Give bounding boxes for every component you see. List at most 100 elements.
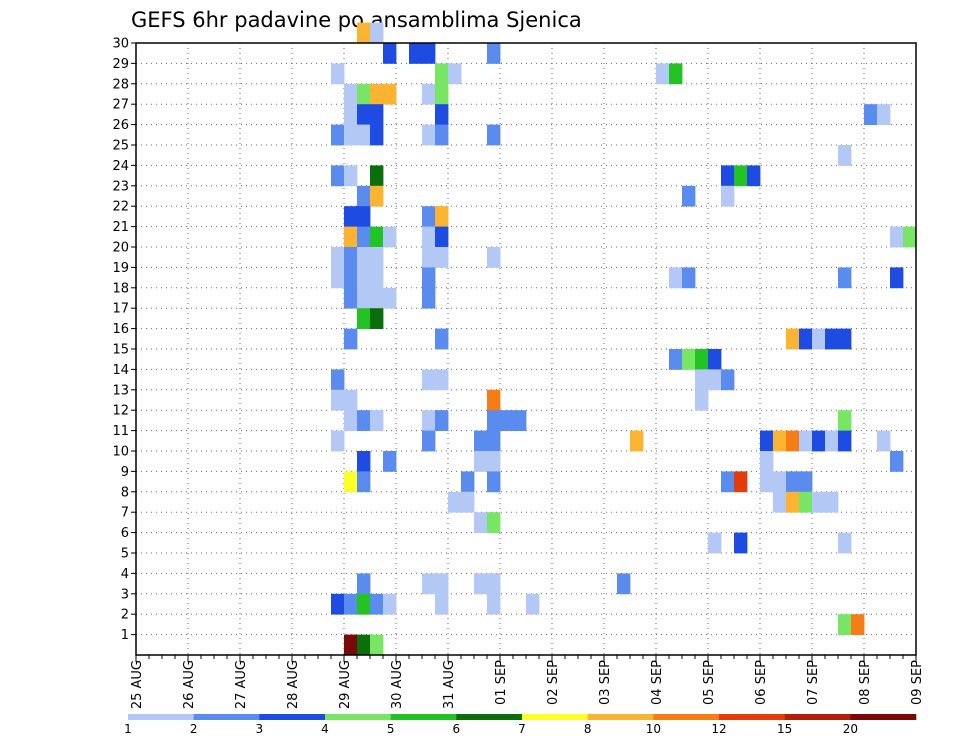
y-tick-label: 17 [112,302,129,317]
precip-cell [838,532,852,554]
precip-cell [422,206,436,227]
x-tick-label: 31 AUG [442,660,457,709]
precip-cell [513,410,527,431]
precip-cell [357,287,371,309]
precip-cell [370,124,384,146]
x-tick-label: 05 SEP [702,660,717,705]
y-axis-ticks: 1234567891011121314151617181920212223242… [112,37,136,643]
precip-cell [487,471,501,493]
precip-cell [786,430,800,452]
precip-cell [838,328,852,350]
precip-cell [487,389,501,411]
precip-cell [357,226,371,248]
x-tick-label: 06 SEP [754,660,769,705]
precip-cell [864,104,878,125]
precip-cell [383,287,397,309]
precip-cell [812,430,826,452]
y-tick-label: 16 [112,322,129,337]
y-tick-label: 26 [112,118,129,133]
precip-cell [344,124,358,146]
precip-cell [331,124,345,146]
y-tick-label: 14 [112,363,129,378]
precip-cell [526,593,540,615]
precip-cell [357,634,371,656]
precip-cell [344,247,358,268]
precip-cell [331,369,345,391]
precip-cell [344,267,358,289]
precip-cell [357,471,371,493]
y-tick-label: 23 [112,179,129,194]
precip-cell [331,593,345,615]
colorbar-label: 4 [321,722,329,736]
precip-cell [344,287,358,309]
precip-cell [656,63,670,85]
precip-cell [435,226,449,248]
y-tick-label: 13 [112,383,129,398]
precip-cell [435,247,449,268]
precip-cell [773,430,787,452]
precip-cell [877,430,891,452]
y-tick-label: 12 [112,404,129,419]
precip-cell [370,267,384,289]
precip-cell [422,226,436,248]
precip-cell [838,145,852,166]
precip-cell [708,349,722,370]
precip-cell [435,410,449,431]
colorbar-swatch [653,714,720,720]
y-tick-label: 28 [112,77,129,92]
precip-cell [487,573,501,595]
precip-cell [422,83,436,105]
precip-cell [721,185,735,207]
precip-cell [357,104,371,125]
y-tick-label: 20 [112,241,129,256]
y-tick-label: 29 [112,57,129,72]
y-tick-label: 4 [121,567,129,582]
precip-cell [799,328,813,350]
precip-cell [786,328,800,350]
precip-cell [331,165,345,187]
precip-cell [682,185,696,207]
precip-cell [344,593,358,615]
colorbar-label: 1 [124,722,132,736]
precip-cell [682,267,696,289]
chart-title: GEFS 6hr padavine po ansamblima Sjenica [131,8,582,32]
y-tick-label: 27 [112,98,129,113]
colorbar-swatch [259,714,326,720]
precip-cell [617,573,631,595]
precip-cell [487,124,501,146]
colorbar-label: 3 [256,722,264,736]
precip-cell [487,593,501,615]
y-tick-label: 11 [112,424,129,439]
x-tick-label: 07 SEP [806,660,821,705]
precip-cell [344,226,358,248]
precip-cell [695,389,709,411]
colorbar-swatch [456,714,523,720]
y-tick-label: 15 [112,343,129,358]
precip-cell [825,491,839,513]
colorbar-label: 10 [646,722,661,736]
precip-cell [487,410,501,431]
precip-cell [474,573,488,595]
precip-cell [500,410,514,431]
precip-cell [812,491,826,513]
precip-cell [370,83,384,105]
precip-cell [370,634,384,656]
precip-cell [721,165,735,187]
precip-cell [422,124,436,146]
precip-cell [890,226,904,248]
precip-cell [487,247,501,268]
precip-cell [435,83,449,105]
precip-cell [370,22,384,44]
precip-cell [474,512,488,533]
x-tick-label: 02 SEP [546,660,561,705]
y-tick-label: 5 [121,547,129,562]
colorbar-swatch [325,714,391,720]
precip-cell [357,206,371,227]
precip-cell [422,267,436,289]
x-tick-label: 09 SEP [910,660,925,705]
x-axis-ticks: 25 AUG 26 AUG 27 AUG 28 AUG 29 AUG 30 AUG 31 A… [130,655,925,709]
x-tick-label: 26 AUG [182,660,197,709]
precip-cell [357,185,371,207]
precip-cell [370,104,384,125]
